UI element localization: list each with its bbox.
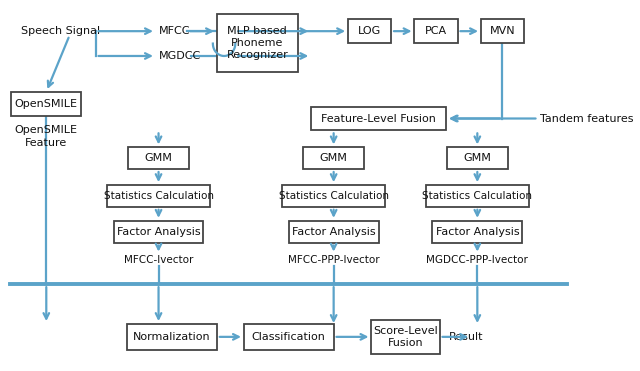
Text: Factor Analysis: Factor Analysis (116, 227, 200, 237)
Text: Statistics Calculation: Statistics Calculation (422, 191, 532, 201)
Text: GMM: GMM (145, 153, 172, 163)
Text: Score-Level
Fusion: Score-Level Fusion (373, 326, 438, 348)
Text: OpenSMILE: OpenSMILE (15, 125, 78, 135)
Text: MGDCC: MGDCC (159, 51, 201, 61)
Bar (348, 19, 391, 43)
Text: PCA: PCA (425, 26, 447, 36)
Text: Result: Result (449, 332, 483, 342)
Text: MFCC-PPP-Ivector: MFCC-PPP-Ivector (288, 256, 380, 265)
Text: MGDCC-PPP-Ivector: MGDCC-PPP-Ivector (426, 256, 528, 265)
Text: MVN: MVN (490, 26, 515, 36)
Text: MFCC: MFCC (159, 26, 190, 36)
Text: GMM: GMM (463, 153, 492, 163)
Text: Statistics Calculation: Statistics Calculation (104, 191, 214, 201)
Text: Feature: Feature (25, 138, 67, 148)
Bar (311, 106, 446, 131)
Text: MLP based
Phoneme
Recognizer: MLP based Phoneme Recognizer (227, 26, 288, 60)
Text: LOG: LOG (358, 26, 381, 36)
Bar (303, 147, 364, 169)
Bar (289, 221, 378, 243)
Bar (415, 19, 458, 43)
Text: OpenSMILE: OpenSMILE (15, 99, 78, 109)
Bar (371, 320, 440, 354)
Bar (107, 185, 210, 207)
Text: Feature-Level Fusion: Feature-Level Fusion (321, 114, 436, 124)
Bar (114, 221, 204, 243)
Text: Factor Analysis: Factor Analysis (292, 227, 376, 237)
Bar (217, 14, 298, 72)
Text: Classification: Classification (252, 332, 326, 342)
Text: Statistics Calculation: Statistics Calculation (278, 191, 388, 201)
Text: Tandem features: Tandem features (540, 114, 634, 124)
Bar (244, 324, 333, 350)
Bar (282, 185, 385, 207)
Bar (12, 92, 81, 115)
Bar (128, 147, 189, 169)
Bar (447, 147, 508, 169)
Text: GMM: GMM (320, 153, 348, 163)
Text: Speech Signal: Speech Signal (21, 26, 100, 36)
Text: Normalization: Normalization (133, 332, 211, 342)
Bar (426, 185, 529, 207)
Bar (481, 19, 524, 43)
Bar (433, 221, 522, 243)
Text: Factor Analysis: Factor Analysis (435, 227, 519, 237)
Text: MFCC-Ivector: MFCC-Ivector (124, 256, 193, 265)
Bar (127, 324, 217, 350)
